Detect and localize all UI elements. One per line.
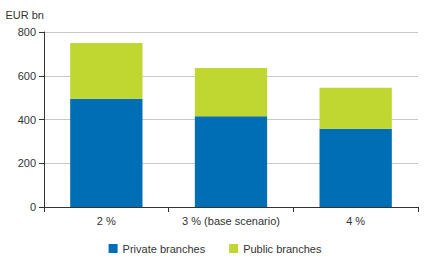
svg-text:600: 600 <box>18 70 36 82</box>
svg-text:0: 0 <box>30 201 36 213</box>
svg-text:Public branches: Public branches <box>243 243 322 255</box>
svg-text:200: 200 <box>18 157 36 169</box>
svg-text:3 % (base scenario): 3 % (base scenario) <box>182 215 280 227</box>
svg-text:Private branches: Private branches <box>123 243 206 255</box>
svg-text:2 %: 2 % <box>97 215 116 227</box>
svg-text:400: 400 <box>18 114 36 126</box>
svg-text:800: 800 <box>18 26 36 38</box>
svg-text:4 %: 4 % <box>346 215 365 227</box>
svg-text:EUR bn: EUR bn <box>5 9 44 21</box>
